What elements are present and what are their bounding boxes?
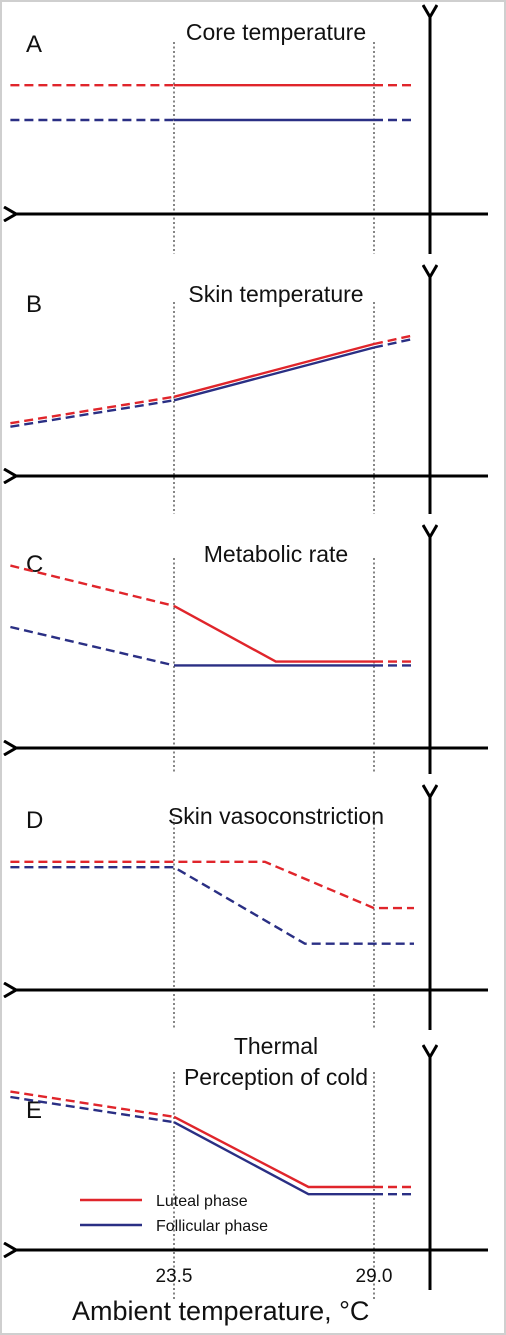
panel-d: D Skin vasoconstriction [10,797,488,1030]
panel-letter: B [26,291,42,318]
follicular-series-solid [173,346,375,402]
panel-title: Skin vasoconstriction [168,803,384,829]
legend-label-luteal: Luteal phase [156,1193,248,1210]
panel-title: Core temperature [186,19,366,45]
x-tick-29.0: 29.0 [356,1266,393,1287]
panel-e: E Thermal Perception of cold Luteal phase Fo… [10,1033,488,1300]
luteal-series-solid [173,604,374,663]
legend: Luteal phase Follicular phase [80,1193,268,1235]
follicular-series-dashed-left [10,625,175,667]
panel-b: B Skin temperature [10,277,488,514]
panel-letter: D [26,807,43,834]
luteal-series-solid [173,342,375,398]
follicular-series-dashed [10,866,414,945]
x-tick-23.5: 23.5 [156,1266,193,1287]
luteal-series-solid [173,1115,374,1189]
panel-title: Metabolic rate [204,541,348,567]
panel-title: Skin temperature [188,281,363,307]
follicular-series-dashed-right [373,337,415,349]
panel-title: Perception of cold [184,1064,368,1090]
panel-a: A Core temperature [10,17,488,254]
luteal-series-dashed-right [373,334,415,346]
luteal-series-dashed [10,860,414,910]
panel-c: C Metabolic rate [10,537,488,774]
legend-label-follicular: Follicular phase [156,1218,268,1235]
panel-title: Thermal [234,1033,318,1059]
follicular-series-solid [173,1121,374,1196]
luteal-series-dashed-left [10,564,175,608]
panel-letter: A [26,31,42,58]
x-axis-title: Ambient temperature, °C [72,1296,369,1326]
panel-letter: E [26,1097,42,1124]
